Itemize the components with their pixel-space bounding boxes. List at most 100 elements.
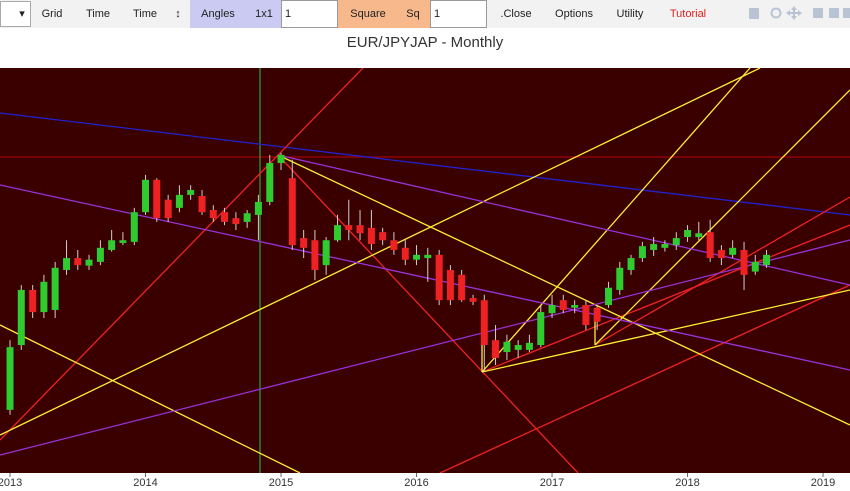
candle-body [356,225,364,234]
candles [6,152,771,415]
close-button[interactable]: .Close [500,8,531,20]
x-tick-label: 2014 [133,477,157,489]
candle-body [627,258,635,270]
candle-body [74,258,82,266]
candle-body [503,341,511,353]
candle-body [29,289,37,313]
candle-body [458,274,466,301]
trend-line [277,154,850,426]
x-tick-label: 2017 [540,477,564,489]
candle-body [198,195,206,213]
square-button[interactable]: Square [350,8,385,20]
candle-body [311,240,319,270]
trend-line [439,284,850,473]
candle-body [288,178,296,246]
candle-body [537,312,545,346]
candle-body [616,267,624,290]
candle-body [153,179,161,219]
pan-icon[interactable] [786,6,802,20]
zoom-icon[interactable] [770,7,782,19]
candle-body [424,254,432,259]
x-tick-label: 2013 [0,477,22,489]
candle-body [525,342,533,350]
candle-body [322,240,330,266]
zoom-out-icon[interactable] [829,8,839,18]
candle-body [6,347,14,410]
reset-icon[interactable] [843,8,850,18]
candle-body [175,194,183,208]
candle-body [243,213,251,222]
candle-body [695,233,703,238]
candle-body [435,254,443,301]
trend-line [0,184,850,371]
candle-body [492,340,500,358]
candle-body [661,244,669,248]
candle-body [571,305,579,308]
candle-body [593,307,601,322]
candle-body [638,246,646,259]
angles-button[interactable]: Angles [201,8,235,20]
candle-body [345,225,353,230]
candle-body [413,254,421,260]
trend-line [0,112,850,216]
x-tick-label: 2016 [404,477,428,489]
candle-body [334,225,342,241]
chart-title: EUR/JPYJAP - Monthly [347,34,504,51]
candle-body [17,289,25,346]
trend-line [0,68,364,441]
candle-body [187,190,195,195]
candle-body [142,179,150,213]
candle-body [63,258,71,270]
candle-body [379,232,387,241]
x-tick-label: 2018 [675,477,699,489]
candle-body [480,300,488,346]
candle-body [390,240,398,250]
trend-line [481,289,850,373]
candle-body [300,238,308,248]
candle-body [684,230,692,238]
sq-button[interactable]: Sq [406,8,419,20]
candle-body [740,249,748,275]
zoom-in-icon[interactable] [813,8,823,18]
trend-line [594,89,850,346]
candle-body [582,305,590,326]
candle-body [96,247,104,262]
drawing-tools [0,68,850,473]
time-button[interactable]: Time [86,8,110,20]
utility-button[interactable]: Utility [617,8,644,20]
trend-line [277,154,579,473]
angles-input[interactable] [281,0,338,28]
dropdown[interactable] [0,1,31,27]
candle-body [650,244,658,250]
candle-body [85,259,93,266]
sq-input[interactable] [430,0,487,28]
trend-line [0,324,301,473]
ratio-button[interactable]: 1x1 [255,8,273,20]
tutorial-button[interactable]: Tutorial [670,8,706,20]
candle-body [130,212,138,242]
candle-body [254,201,262,215]
grid-button[interactable]: Grid [42,8,63,20]
scale-button[interactable]: ↕ [175,8,181,20]
square-group [338,0,430,28]
x-tick-label: 2019 [811,477,835,489]
candle-body [401,247,409,260]
candle-body [277,154,285,164]
candle-body [232,218,240,225]
candle-body [266,163,274,202]
candle-body [729,247,737,255]
sq-input-value[interactable]: 1 [434,8,440,20]
angles-input-value[interactable]: 1 [285,8,291,20]
options-button[interactable]: Options [555,8,593,20]
candle-body [469,298,477,302]
candle-body [514,345,522,350]
trend-line [594,196,850,346]
dropdown-arrow[interactable]: ▾ [19,8,25,20]
time-button[interactable]: Time [133,8,157,20]
candle-body [209,210,217,219]
candle-body [763,254,771,266]
candle-body [717,249,725,259]
candle-body [119,240,127,243]
save-icon[interactable] [749,8,759,19]
